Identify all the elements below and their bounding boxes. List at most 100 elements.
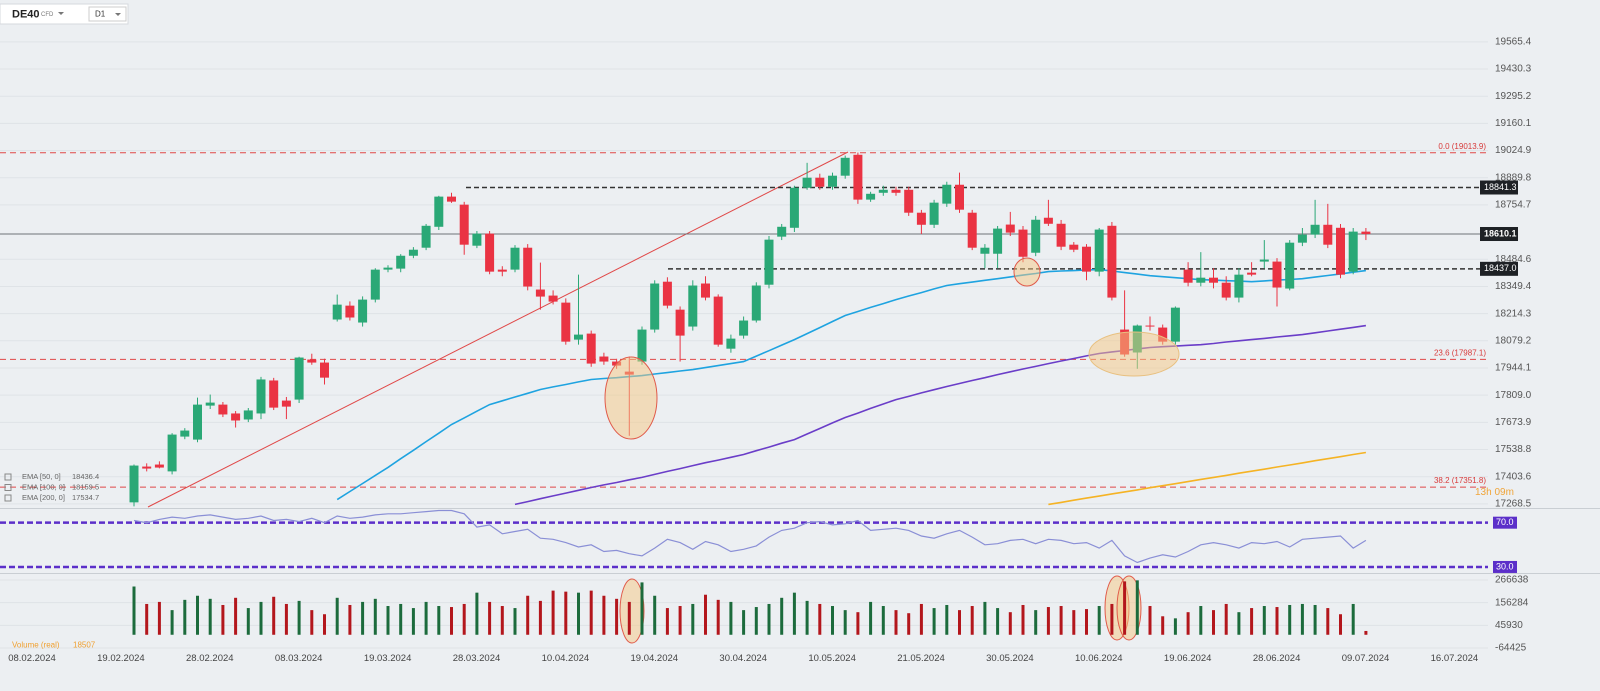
volume-bar <box>805 600 809 635</box>
legend-name: EMA [100, 0] <box>22 482 65 491</box>
volume-bar <box>386 606 390 635</box>
candle-body <box>815 177 825 187</box>
volume-bar <box>538 600 542 635</box>
y-tick-label: 18214.3 <box>1495 308 1532 319</box>
candle-body <box>1082 246 1091 272</box>
volume-bar <box>310 610 314 635</box>
candle-body <box>688 285 698 327</box>
volume-bar <box>1046 607 1050 635</box>
volume-last: 18507 <box>73 641 96 650</box>
y-tick-label: 17809.0 <box>1495 390 1532 401</box>
volume-bar <box>1351 603 1355 635</box>
volume-bar <box>729 601 733 635</box>
candle-body <box>878 189 888 193</box>
x-tick-label: 16.07.2024 <box>1431 653 1479 664</box>
volume-bar <box>450 607 453 635</box>
legend-icon <box>4 473 12 481</box>
candle-body <box>955 184 964 210</box>
candle-body <box>1323 224 1333 245</box>
legend-value: 17534.7 <box>72 493 99 502</box>
ema-line <box>514 324 1367 506</box>
rsi-level-label: 30.0 <box>1496 561 1514 571</box>
candle-body <box>129 465 139 503</box>
last-price-label: 18610.1 <box>1484 228 1517 238</box>
volume-bar <box>919 603 923 635</box>
candle-body <box>650 283 660 330</box>
volume-bar <box>856 612 860 635</box>
volume-bar <box>500 606 504 635</box>
candle-body <box>764 239 774 285</box>
y-tick-label: 18889.8 <box>1495 172 1532 183</box>
candle-body <box>967 212 977 248</box>
volume-bar <box>437 606 441 635</box>
volume-bar <box>221 604 225 635</box>
candle-body <box>1259 259 1269 262</box>
volume-bar <box>323 614 326 635</box>
volume-bar <box>551 590 555 635</box>
x-tick-label: 08.02.2024 <box>8 653 56 664</box>
candle-body <box>675 309 685 336</box>
y-tick-label: 17403.6 <box>1495 471 1532 482</box>
candle-body <box>701 283 710 298</box>
fib-label: 38.2 (17351.8) <box>1434 476 1486 485</box>
volume-bar <box>1288 604 1292 635</box>
y-tick-label: 17673.9 <box>1495 417 1532 428</box>
dropdown-arrow[interactable] <box>58 12 64 15</box>
x-tick-label: 09.07.2024 <box>1342 653 1390 664</box>
x-tick-label: 30.05.2024 <box>986 653 1034 664</box>
candle-body <box>586 333 596 364</box>
candle-body <box>1031 219 1041 253</box>
volume-bar <box>526 595 530 635</box>
candle-body <box>218 404 228 415</box>
x-tick-label: 08.03.2024 <box>275 653 323 664</box>
candle-body <box>840 157 850 176</box>
candle-body <box>1196 277 1206 283</box>
volume-bar <box>373 598 377 635</box>
candle-body <box>751 285 761 321</box>
volume-bar <box>183 599 187 635</box>
volume-bar <box>945 604 949 635</box>
candle-body <box>497 269 507 272</box>
volume-bar <box>259 601 263 635</box>
dropdown-arrow[interactable] <box>115 13 121 16</box>
candle-body <box>548 295 558 302</box>
volume-bar <box>1199 606 1203 635</box>
candle-body <box>916 212 926 225</box>
candle-body <box>231 413 241 421</box>
volume-bar <box>1313 604 1317 635</box>
volume-bar <box>996 608 1000 635</box>
rsi-level-tag <box>1493 560 1517 573</box>
candle-body <box>726 338 736 349</box>
legend-icon <box>4 494 12 502</box>
candle-body <box>1069 244 1079 250</box>
volume-bar <box>335 597 339 635</box>
highlight-oval <box>604 356 658 440</box>
x-tick-label: 28.02.2024 <box>186 653 234 664</box>
rsi-pane <box>0 509 1488 569</box>
volume-bar <box>475 592 479 635</box>
volume-bar <box>1237 612 1241 635</box>
candle-body <box>713 296 723 345</box>
highlight-oval <box>1088 331 1180 377</box>
candle-body <box>891 189 901 193</box>
volume-bar <box>704 594 707 635</box>
trend-line <box>147 151 849 508</box>
candle-body <box>828 175 837 187</box>
candle-body <box>904 189 914 213</box>
x-tick-label: 21.05.2024 <box>897 653 945 664</box>
volume-bar <box>1173 618 1177 635</box>
timeframe-box[interactable] <box>88 6 127 22</box>
volume-bar <box>513 608 517 635</box>
volume-bar <box>196 595 199 635</box>
level-tag <box>1480 180 1518 195</box>
volume-bar <box>640 582 644 635</box>
candle-body <box>332 304 342 320</box>
volume-bar <box>767 603 771 635</box>
candle-body <box>789 187 799 228</box>
x-tick-label: 19.03.2024 <box>364 653 412 664</box>
volume-bar <box>1186 612 1190 635</box>
y-tick-label: 17268.5 <box>1495 499 1532 510</box>
volume-tick-label: 266638 <box>1495 575 1529 586</box>
volume-bar <box>691 603 695 635</box>
